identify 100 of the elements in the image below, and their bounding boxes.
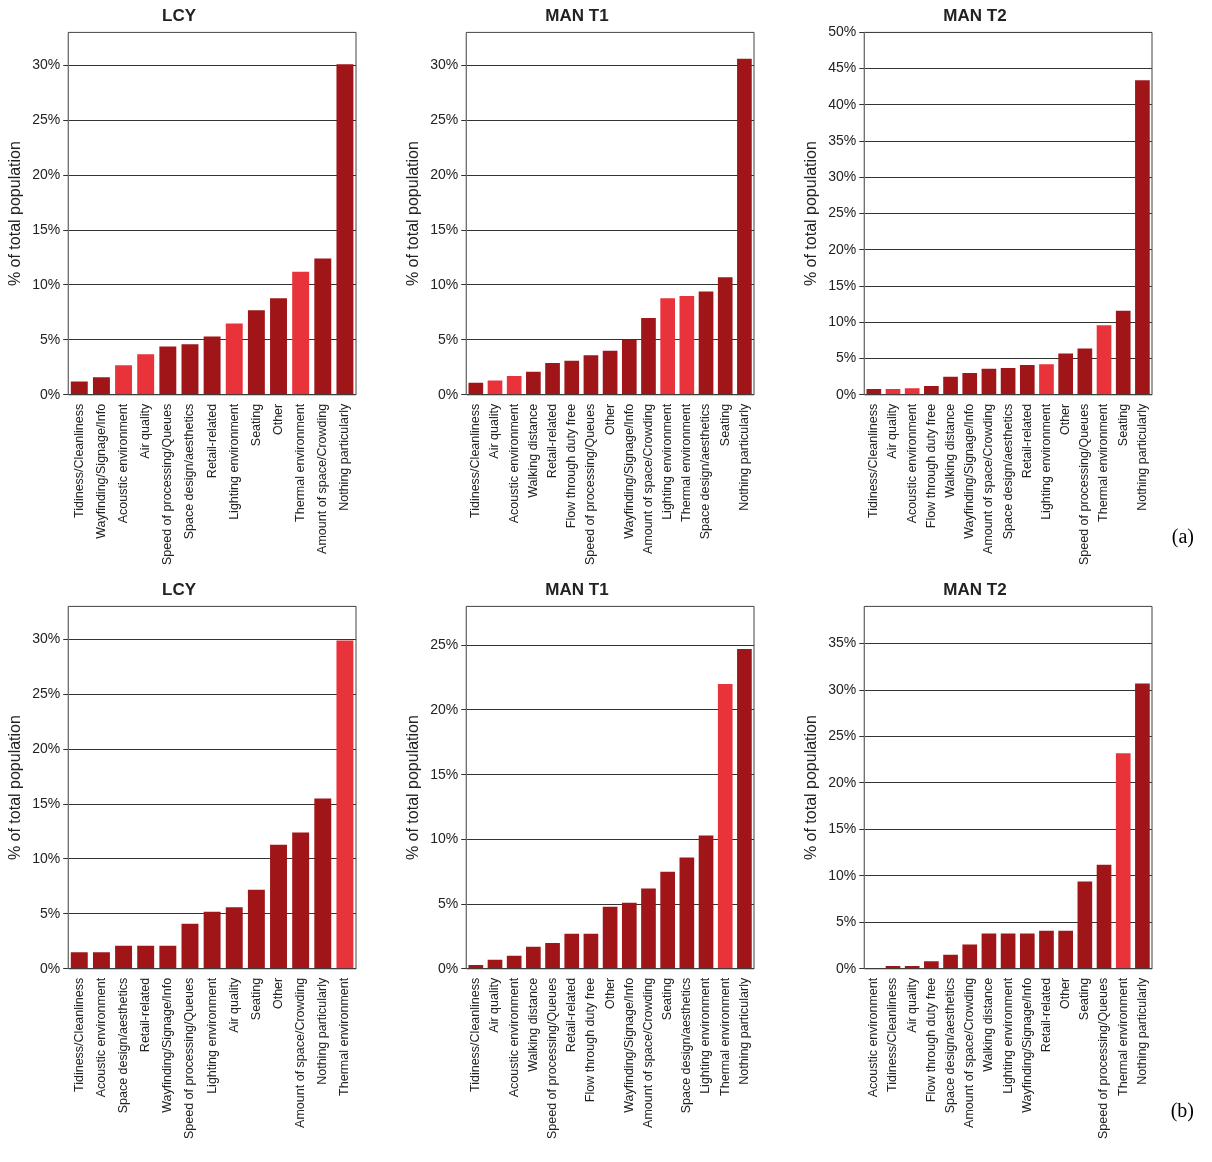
bar [159, 945, 177, 969]
x-tick-label: Other [270, 403, 285, 436]
y-tick-label: 20% [430, 700, 459, 717]
y-tick-label: 15% [828, 820, 857, 837]
bar [336, 640, 354, 969]
x-tick-label: Air quality [904, 977, 919, 1033]
bar [225, 323, 243, 395]
x-tick-label: Lighting environment [1038, 403, 1053, 520]
y-tick-label: 45% [828, 59, 857, 76]
x-tick-label: Space design/aesthetics [182, 403, 197, 540]
y-tick-label: 30% [430, 56, 459, 73]
x-tick-label: Amount of space/Crowding [981, 403, 996, 554]
bar [137, 354, 155, 395]
x-tick-label: Speed of processing/Queues [1077, 403, 1092, 565]
bar [159, 346, 177, 395]
x-tick-label: Speed of processing/Queues [583, 403, 598, 565]
bar [1019, 933, 1035, 969]
y-tick-label: 0% [835, 385, 857, 402]
bar [487, 380, 503, 395]
x-tick-label: Nothing particularly [315, 977, 330, 1085]
y-tick-label: 5% [437, 894, 459, 911]
x-tick-label: Space design/aesthetics [698, 403, 713, 540]
x-tick-label: Acoustic environment [93, 977, 108, 1098]
bar [70, 381, 88, 395]
bar [641, 317, 656, 395]
x-tick-label: Flow through duty free [564, 403, 579, 529]
x-tick-label: Space design/aesthetics [1000, 403, 1015, 540]
bar [225, 907, 243, 969]
bar [203, 911, 221, 969]
bar [1115, 753, 1131, 969]
bar [679, 295, 695, 395]
x-tick-label: Nothing particularly [1134, 403, 1149, 511]
x-tick-label: Amount of space/Crowding [640, 977, 655, 1128]
chart-title: MAN T1 [545, 5, 609, 25]
x-tick-label: Wayfinding/Signage/Info [962, 403, 977, 539]
bar [292, 271, 310, 395]
x-tick-label: Speed of processing/Queues [1096, 977, 1111, 1139]
bar [1077, 881, 1093, 969]
x-tick-label: Seating [248, 977, 263, 1021]
bar [1000, 933, 1016, 969]
y-tick-label: 5% [437, 330, 459, 347]
x-tick-label: Air quality [487, 403, 502, 459]
bar [924, 386, 939, 395]
y-tick-label: 5% [39, 330, 61, 347]
bar [1135, 80, 1150, 395]
text: (b) [1170, 1099, 1194, 1122]
bar [545, 942, 560, 969]
y-tick-label: 20% [32, 166, 61, 183]
y-tick-label: 25% [828, 204, 857, 221]
x-tick-label: Thermal environment [679, 403, 694, 522]
x-tick-label: Amount of space/Crowding [962, 977, 977, 1128]
bar [717, 277, 733, 395]
y-tick-label: 15% [430, 765, 459, 782]
x-tick-label: Seating [717, 403, 732, 447]
chart-title: LCY [162, 579, 197, 599]
y-axis-title: % of total population [6, 715, 24, 861]
x-tick-label: Lighting environment [204, 977, 219, 1094]
x-tick-label: Speed of processing/Queues [182, 977, 197, 1139]
y-tick-label: 5% [835, 913, 857, 930]
bar [247, 310, 265, 395]
bar [641, 888, 656, 969]
bar [1039, 930, 1054, 969]
y-tick-label: 10% [828, 313, 857, 330]
y-tick-label: 20% [32, 740, 61, 757]
y-tick-label: 25% [430, 111, 459, 128]
bar [981, 933, 997, 969]
y-axis-title: % of total population [404, 715, 422, 861]
bar [115, 945, 133, 969]
y-tick-label: 50% [828, 23, 857, 40]
bar [1039, 364, 1054, 395]
bar [1058, 930, 1074, 969]
bar [1096, 325, 1112, 395]
x-tick-label: Air quality [226, 977, 241, 1033]
bar [1058, 353, 1074, 395]
chart-title: MAN T1 [545, 579, 609, 599]
bar [92, 952, 110, 969]
x-tick-label: Other [1058, 403, 1073, 436]
x-tick-label: Tidiness/Cleanliness [468, 403, 483, 518]
bar [292, 832, 310, 969]
bar [314, 258, 332, 395]
bar [1019, 365, 1035, 395]
bar [621, 339, 637, 395]
x-tick-label: Flow through duty free [583, 977, 598, 1103]
x-tick-label: Tidiness/Cleanliness [468, 977, 483, 1092]
x-tick-label: Wayfinding/Signage/Info [1019, 977, 1034, 1113]
x-tick-label: Walking distance [943, 403, 958, 498]
bar [583, 933, 599, 969]
x-tick-label: Nothing particularly [736, 977, 751, 1085]
bar [336, 64, 354, 395]
bar [981, 368, 997, 395]
bar [92, 377, 110, 395]
bar [526, 371, 541, 395]
x-tick-label: Space design/aesthetics [679, 977, 694, 1114]
x-tick-label: Other [602, 977, 617, 1010]
bar [314, 798, 332, 969]
x-tick-label: Thermal environment [1096, 403, 1111, 522]
x-tick-label: Other [602, 403, 617, 436]
x-tick-label: Flow through duty free [923, 977, 938, 1103]
x-tick-label: Nothing particularly [337, 403, 352, 511]
y-tick-label: 0% [437, 959, 459, 976]
